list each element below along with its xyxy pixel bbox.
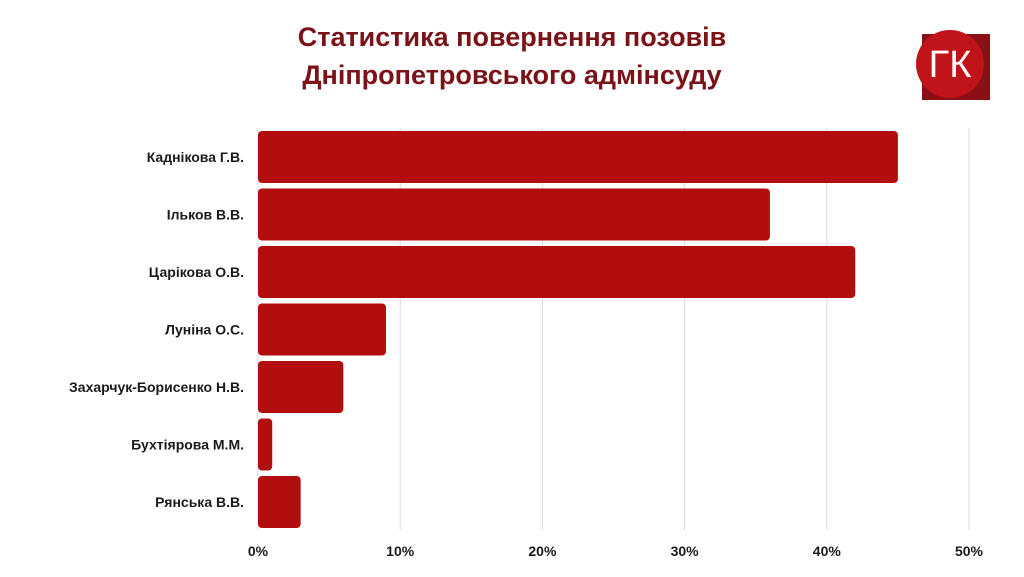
gk-logo: ГК: [916, 30, 990, 100]
x-tick-label: 0%: [248, 543, 269, 559]
x-tick-label: 10%: [386, 543, 415, 559]
bar: [258, 246, 856, 298]
category-label: Бухтіярова М.М.: [131, 437, 244, 453]
category-label: Луніна О.С.: [165, 322, 244, 338]
x-tick-label: 20%: [528, 543, 557, 559]
x-tick-label: 30%: [671, 543, 700, 559]
logo-text: ГК: [929, 44, 972, 86]
category-label: Захарчук-Борисенко Н.В.: [69, 379, 244, 395]
bar: [258, 188, 770, 241]
bar: [258, 361, 344, 413]
category-label: Ільков В.В.: [167, 207, 244, 223]
bars: [258, 131, 898, 528]
category-label: Рянська В.В.: [155, 494, 244, 510]
chart-title-line-1: Статистика повернення позовів: [297, 22, 727, 52]
category-label: Царікова О.В.: [149, 264, 244, 280]
chart-title-line-2: Дніпропетровського адмінсуду: [302, 60, 722, 90]
logo-circle: [916, 30, 984, 98]
x-axis-ticks: 0% 10% 20% 30% 40% 50%: [248, 543, 984, 559]
bar: [258, 303, 386, 356]
bar: [258, 131, 898, 183]
bar: [258, 418, 273, 471]
x-tick-label: 50%: [955, 543, 984, 559]
bar: [258, 476, 301, 528]
chart-title: Статистика повернення позовів Дніпропетр…: [0, 18, 1024, 94]
category-label: Каднікова Г.В.: [147, 149, 244, 165]
x-tick-label: 40%: [813, 543, 842, 559]
category-labels: Каднікова Г.В. Ільков В.В. Царікова О.В. Лу…: [69, 149, 244, 510]
